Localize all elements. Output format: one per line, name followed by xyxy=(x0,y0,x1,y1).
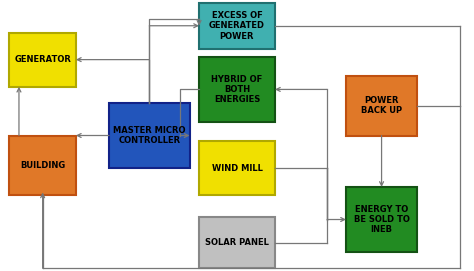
Bar xyxy=(199,217,275,268)
Bar xyxy=(9,33,76,87)
Bar xyxy=(9,136,76,195)
Text: WIND MILL: WIND MILL xyxy=(211,163,263,173)
Bar xyxy=(199,141,275,195)
Bar xyxy=(346,76,417,136)
Text: EXCESS OF
GENERATED
POWER: EXCESS OF GENERATED POWER xyxy=(209,11,265,41)
Text: HYBRID OF
BOTH
ENERGIES: HYBRID OF BOTH ENERGIES xyxy=(211,75,263,104)
Text: POWER
BACK UP: POWER BACK UP xyxy=(361,96,402,115)
Text: GENERATOR: GENERATOR xyxy=(14,55,71,64)
Text: BUILDING: BUILDING xyxy=(20,161,65,170)
Bar xyxy=(199,3,275,49)
Text: ENERGY TO
BE SOLD TO
INEB: ENERGY TO BE SOLD TO INEB xyxy=(354,205,410,234)
Text: SOLAR PANEL: SOLAR PANEL xyxy=(205,238,269,247)
Text: MASTER MICRO
CONTROLLER: MASTER MICRO CONTROLLER xyxy=(113,126,185,145)
Bar xyxy=(109,103,190,168)
Bar xyxy=(346,187,417,252)
Bar xyxy=(199,57,275,122)
